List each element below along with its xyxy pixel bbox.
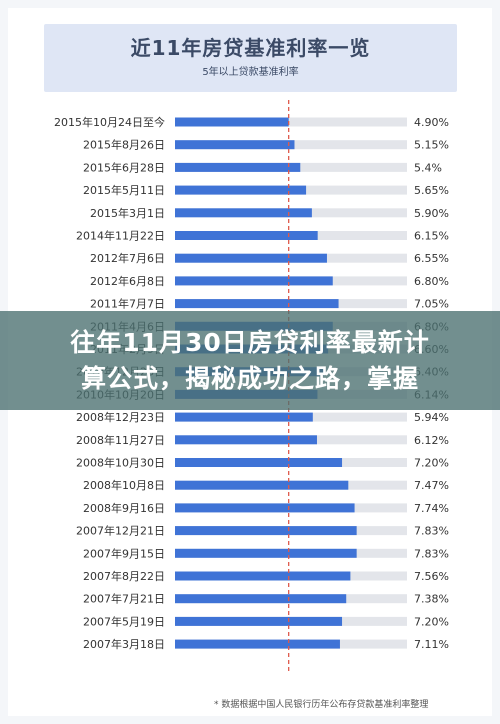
bar (175, 231, 318, 240)
category-label: 2012年7月6日 (90, 251, 165, 265)
category-label: 2015年3月1日 (90, 206, 165, 220)
category-label: 2007年8月22日 (83, 569, 165, 583)
category-label: 2015年6月28日 (83, 160, 165, 174)
value-label: 7.74% (414, 502, 449, 515)
bar (175, 162, 301, 172)
chart-subtitle: 5年以上贷款基准利率 (202, 67, 299, 78)
category-label: 2008年12月23日 (76, 410, 165, 424)
value-label: 7.11% (414, 638, 449, 651)
value-label: 5.15% (414, 139, 449, 152)
bar (175, 480, 349, 490)
value-label: 7.56% (414, 570, 449, 583)
category-label: 2007年7月21日 (83, 592, 165, 606)
chart-title: 近11年房贷基准利率一览 (130, 36, 371, 60)
bar (175, 276, 333, 286)
category-label: 2007年3月18日 (83, 637, 165, 651)
bar (175, 412, 313, 422)
bar (175, 117, 289, 127)
category-label: 2007年12月21日 (76, 524, 165, 538)
category-label: 2007年5月19日 (83, 614, 165, 628)
bar (175, 140, 295, 150)
category-label: 2007年9月15日 (83, 546, 165, 560)
category-label: 2015年5月11日 (83, 183, 165, 197)
value-label: 7.83% (414, 547, 449, 560)
category-label: 2014年11月22日 (76, 229, 165, 243)
bar (175, 185, 307, 195)
value-label: 5.90% (414, 207, 449, 220)
bar (175, 616, 343, 626)
bar (175, 594, 347, 604)
value-label: 7.20% (414, 615, 449, 628)
bar (175, 571, 351, 581)
value-label: 7.20% (414, 457, 449, 470)
value-label: 6.55% (414, 252, 449, 265)
title-banner: 近11年房贷基准利率一览 5年以上贷款基准利率 (44, 24, 457, 92)
category-label: 2008年9月16日 (83, 501, 165, 515)
bar-track (175, 117, 407, 127)
category-label: 2011年7月7日 (90, 297, 165, 311)
bar (175, 208, 312, 218)
value-label: 5.94% (414, 411, 449, 424)
bar (175, 526, 357, 536)
value-label: 7.38% (414, 593, 449, 606)
source-footnote: * 数据根据中国人民银行历年公布存贷款基准利率整理 (214, 700, 429, 710)
bar (175, 299, 339, 309)
value-label: 7.83% (414, 525, 449, 538)
category-label: 2008年11月27日 (76, 433, 165, 447)
bar (175, 435, 317, 445)
value-label: 6.12% (414, 434, 449, 447)
headline-line-2: 算公式，揭秘成功之路，掌握 (80, 364, 419, 393)
category-label: 2015年10月24日至今 (54, 115, 165, 129)
headline-line-1: 往年11月30日房贷利率最新计 (70, 328, 430, 357)
value-label: 7.05% (414, 298, 449, 311)
category-label: 2008年10月30日 (76, 456, 165, 470)
value-label: 7.47% (414, 479, 449, 492)
value-label: 5.4% (414, 161, 442, 174)
category-label: 2008年10月8日 (83, 478, 165, 492)
category-label: 2015年8月26日 (83, 138, 165, 152)
category-label: 2012年6月8日 (90, 274, 165, 288)
bar (175, 458, 343, 467)
headline-overlay: 往年11月30日房贷利率最新计 算公式，揭秘成功之路，掌握 (0, 311, 500, 410)
value-label: 4.90% (414, 116, 449, 129)
bar (175, 639, 340, 649)
bar (175, 548, 357, 558)
bar (175, 503, 355, 513)
value-label: 5.65% (414, 184, 449, 197)
bar (175, 253, 327, 263)
value-label: 6.15% (414, 230, 449, 243)
value-label: 6.80% (414, 275, 449, 288)
